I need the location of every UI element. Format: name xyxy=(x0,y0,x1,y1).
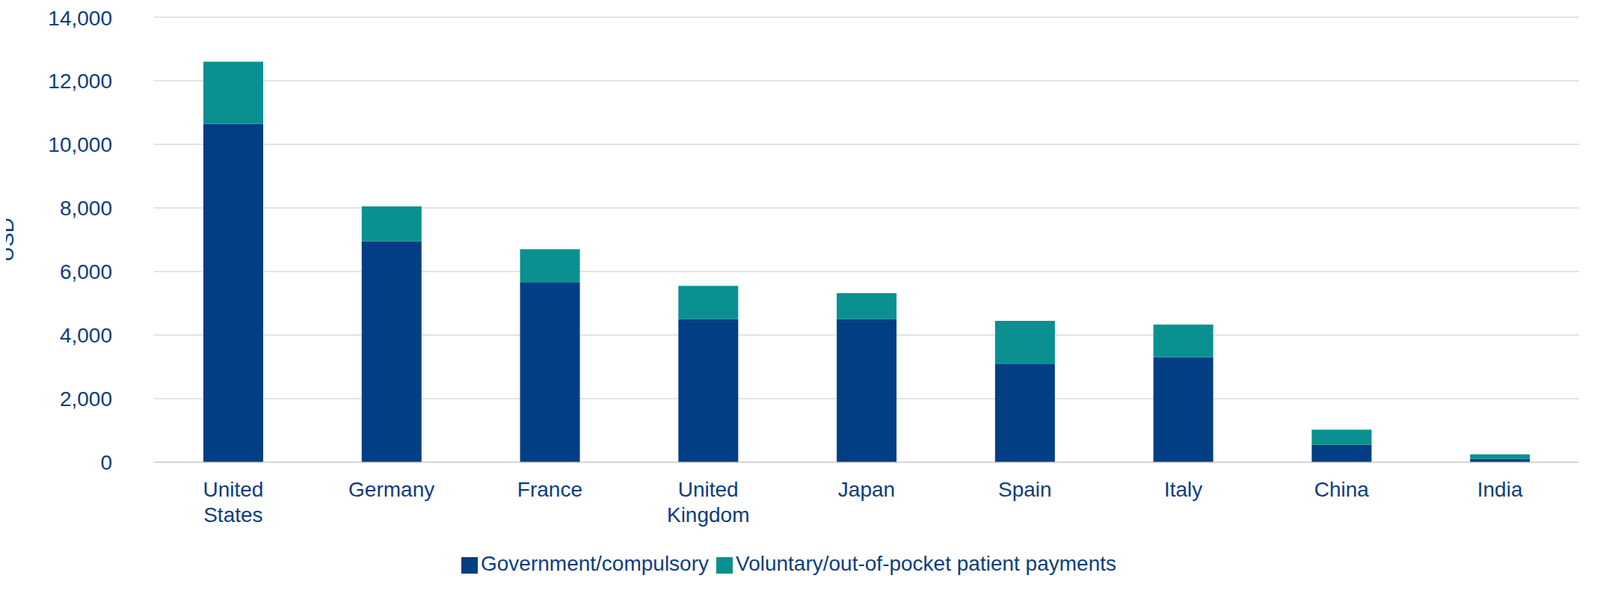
svg-text:UnitedKingdom: UnitedKingdom xyxy=(666,477,750,527)
svg-text:2,000: 2,000 xyxy=(59,387,113,411)
svg-text:UnitedStates: UnitedStates xyxy=(202,477,264,527)
svg-text:4,000: 4,000 xyxy=(59,323,113,347)
html-text:Government/compulsory: Government/compulsory xyxy=(480,551,709,575)
svg-text:China: China xyxy=(1314,477,1370,501)
html-text:Voluntary/out-of-pocket patien: Voluntary/out-of-pocket patient payments xyxy=(735,551,1117,575)
svg-text:France: France xyxy=(517,477,583,501)
svg-text:6,000: 6,000 xyxy=(59,260,113,284)
svg-text:12,000: 12,000 xyxy=(47,69,113,93)
svg-text:Italy: Italy xyxy=(1164,477,1203,501)
svg-text:0: 0 xyxy=(100,450,113,475)
svg-text:Japan: Japan xyxy=(838,477,895,501)
svg-text:8,000: 8,000 xyxy=(59,196,113,220)
svg-text:India: India xyxy=(1477,477,1523,501)
svg-text:10,000: 10,000 xyxy=(47,133,113,157)
svg-text:14,000: 14,000 xyxy=(47,6,113,30)
svg-text:Spain: Spain xyxy=(998,477,1052,501)
svg-text:Germany: Germany xyxy=(348,477,435,501)
svg-text:USD: USD xyxy=(5,217,18,262)
